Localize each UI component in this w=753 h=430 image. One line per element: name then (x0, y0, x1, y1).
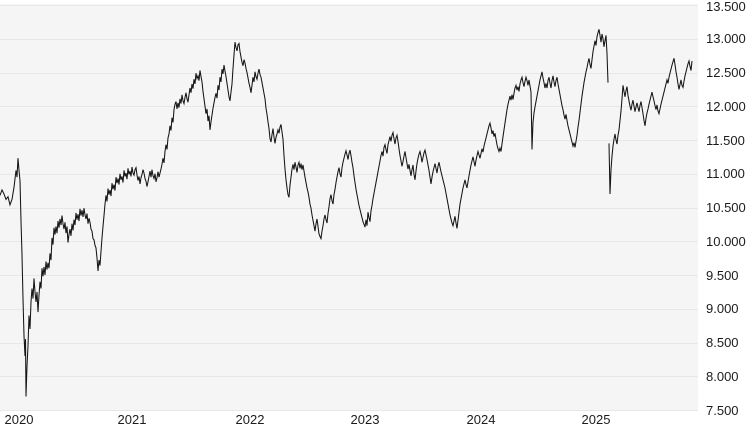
y-axis-tick-label: 11.500 (706, 132, 745, 148)
x-axis-tick-label: 2025 (581, 412, 611, 427)
y-axis-tick-label: 8.000 (706, 368, 739, 384)
y-axis-tick-label: 10.000 (706, 233, 746, 249)
y-axis-tick-label: 8.500 (706, 335, 739, 350)
y-axis-tick-label: 10.500 (706, 200, 746, 215)
y-axis-tick-label: 13.000 (706, 31, 746, 47)
price-line (0, 29, 693, 397)
y-axis-tick-label: 13.500 (706, 0, 746, 14)
y-axis-tick-label: 9.500 (706, 267, 739, 283)
x-axis-tick-label: 2023 (350, 412, 380, 427)
y-axis-tick-label: 12.500 (706, 65, 746, 80)
x-axis-tick-label: 2020 (4, 412, 34, 427)
x-axis-tick-label: 2021 (117, 412, 147, 427)
x-axis-tick-label: 2022 (235, 412, 265, 427)
y-axis-tick-label: 12.000 (706, 98, 746, 114)
x-axis-tick-label: 2024 (466, 412, 496, 427)
y-axis-tick-label: 9.000 (706, 301, 739, 317)
y-axis-tick-label: 7.500 (706, 402, 739, 418)
y-axis-tick-label: 11.000 (706, 166, 745, 182)
